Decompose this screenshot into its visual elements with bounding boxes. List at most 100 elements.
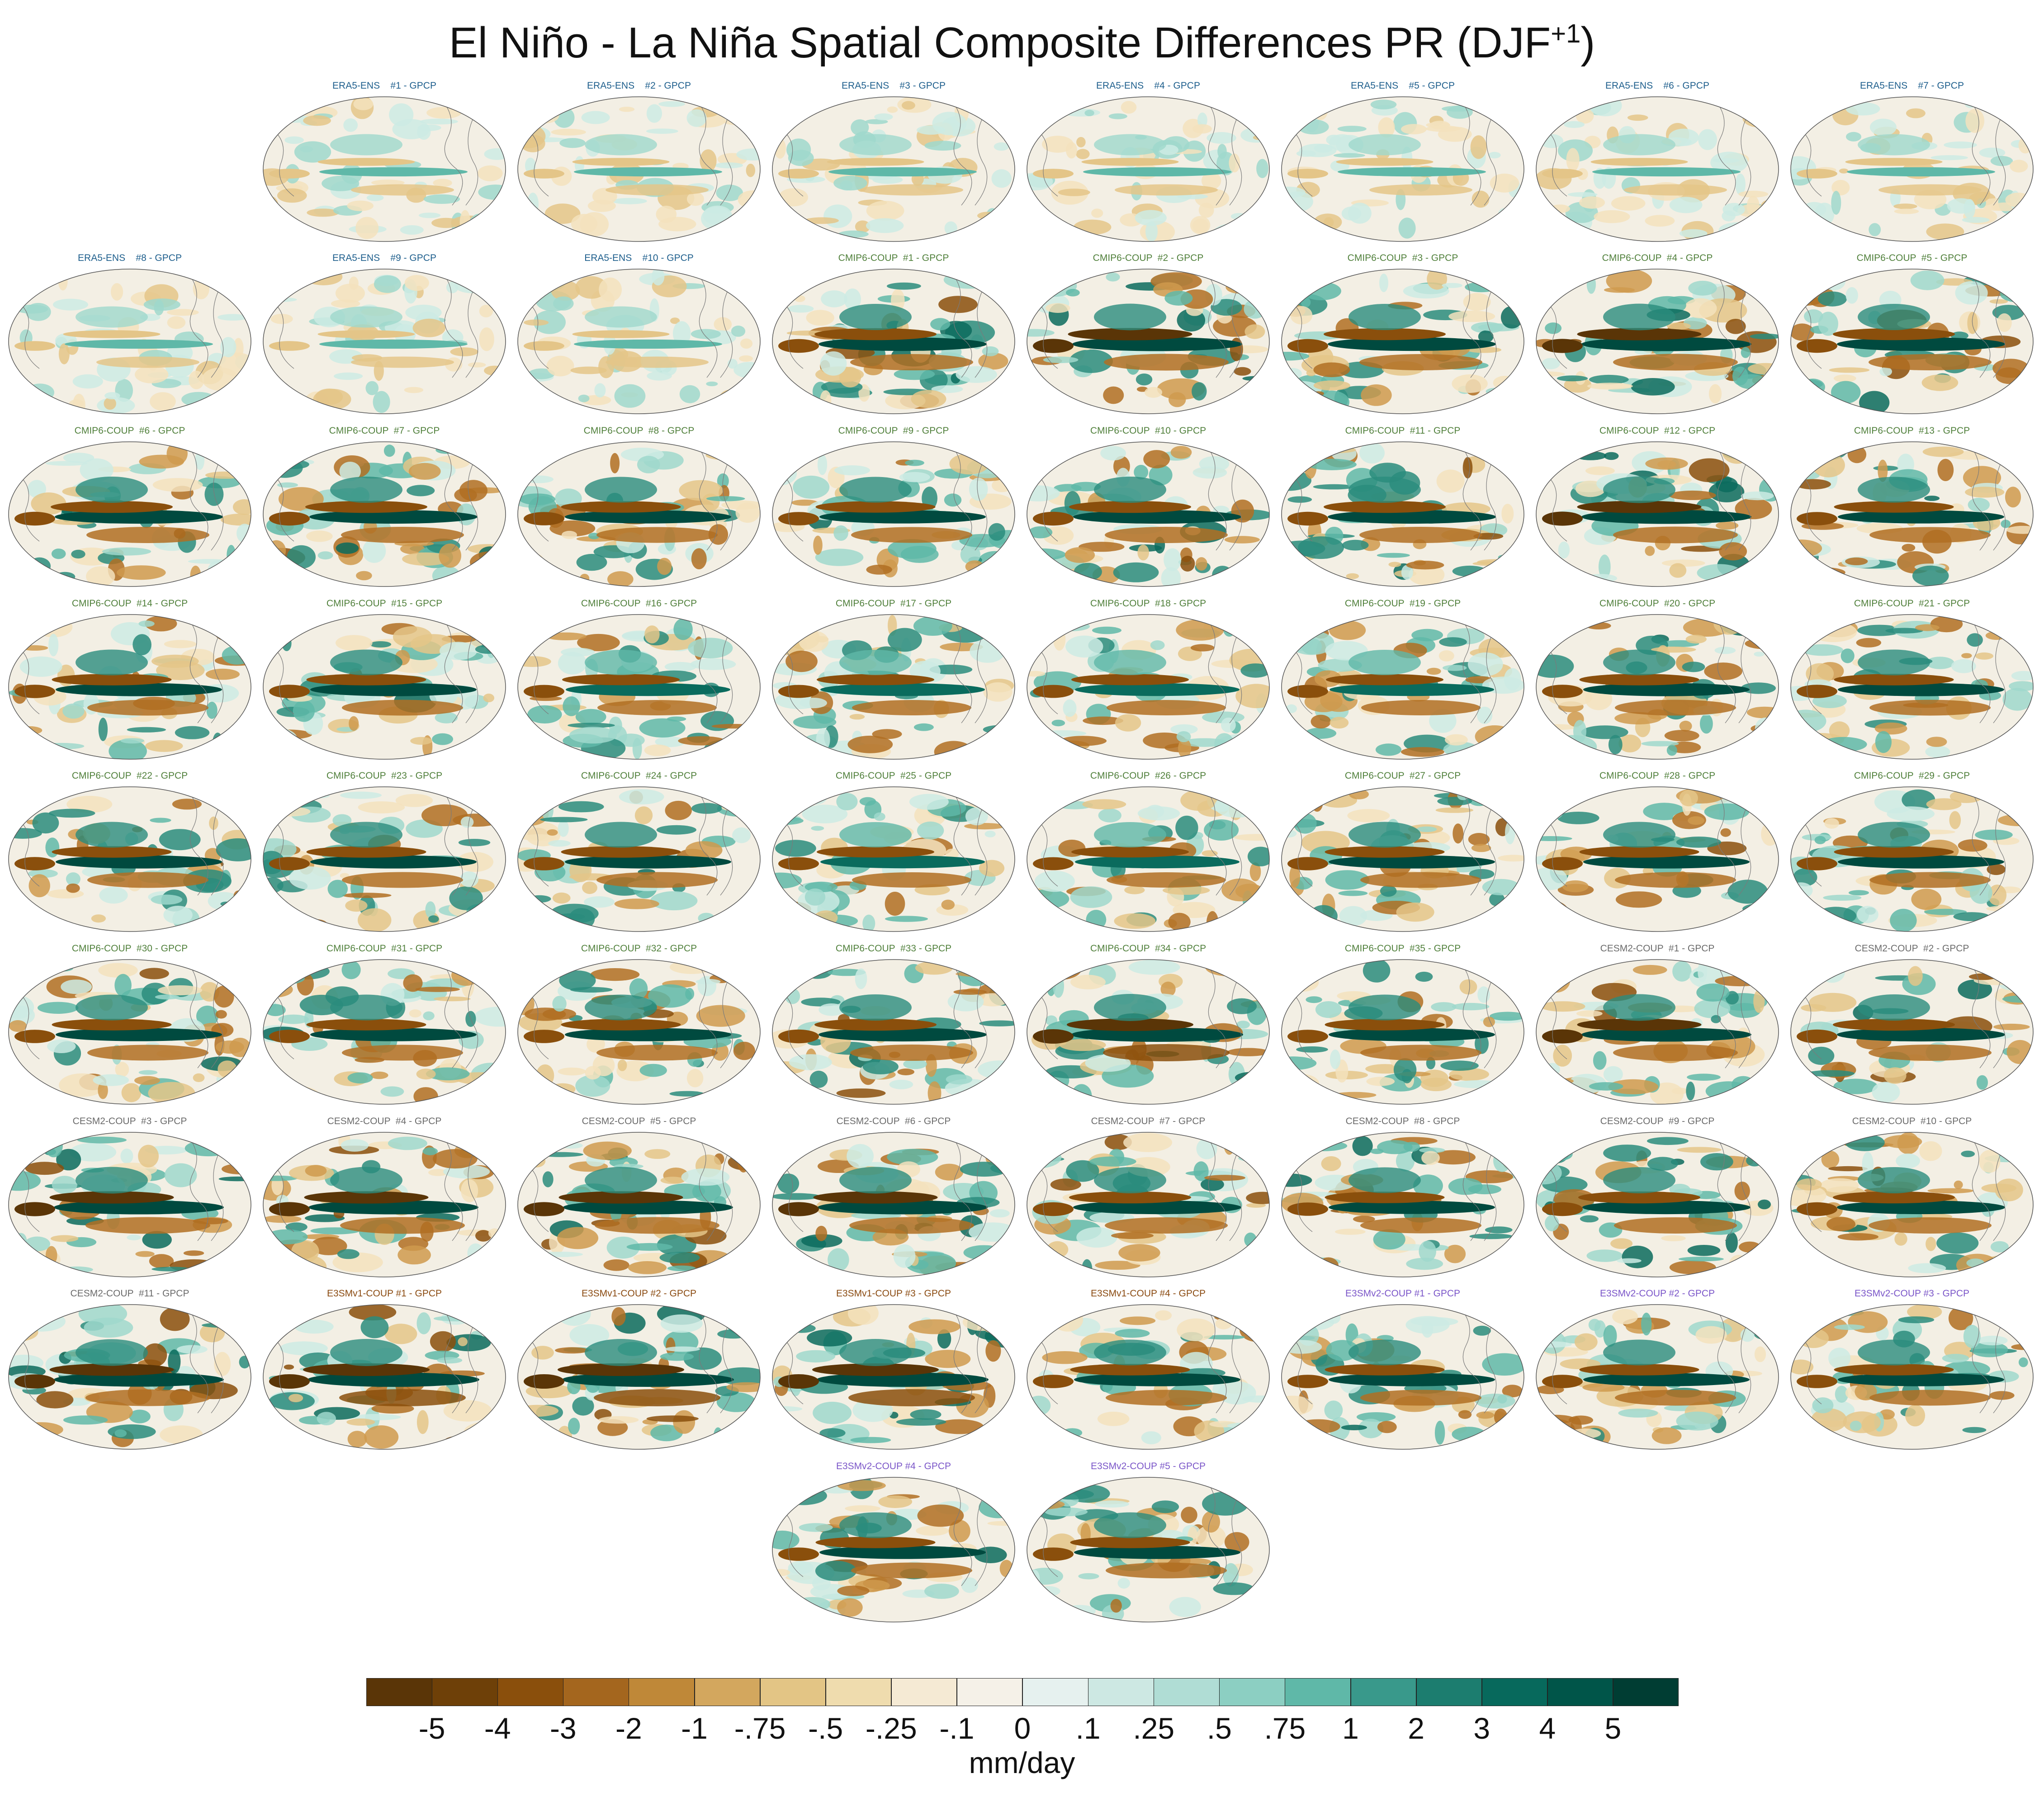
- anomaly-blob: [735, 502, 760, 523]
- north-pacific-wet: [1348, 994, 1421, 1021]
- anomaly-blob: [1828, 1310, 1842, 1319]
- anomaly-blob: [1894, 1232, 1907, 1246]
- anomaly-blob: [270, 314, 293, 324]
- panel-label: E3SMv1-COUP #2 - GPCP: [581, 1288, 697, 1299]
- anomaly-blob: [819, 1428, 846, 1438]
- anomaly-blob: [1708, 481, 1745, 502]
- pacific-dry-band: [1069, 501, 1191, 513]
- anomaly-blob: [1603, 1144, 1651, 1162]
- anomaly-blob: [993, 102, 1007, 113]
- panel-label: CMIP6-COUP #14 - GPCP: [71, 598, 188, 609]
- map-panel: CMIP6-COUP #15 - GPCP: [260, 596, 509, 762]
- maritime-dry-band: [778, 1029, 819, 1044]
- anomaly-blob: [1501, 504, 1514, 524]
- maritime-dry-band: [14, 685, 55, 698]
- colorbar-tick-label: -.25: [865, 1712, 917, 1745]
- maritime-dry-band: [269, 685, 310, 698]
- anomaly-blob: [1244, 1232, 1257, 1247]
- pacific-wet-band: [565, 1028, 731, 1041]
- anomaly-blob: [416, 1312, 431, 1334]
- map: [1027, 96, 1270, 242]
- globe-outline: [1281, 269, 1524, 414]
- anomaly-blob: [1110, 1598, 1122, 1613]
- anomaly-blob: [403, 974, 423, 992]
- anomaly-blob: [731, 730, 760, 747]
- anomaly-blob: [227, 545, 236, 565]
- anomaly-blob: [1954, 1180, 1963, 1189]
- panel-label: ERA5-ENS #1 - GPCP: [332, 80, 436, 91]
- anomaly-blob: [263, 223, 293, 241]
- anomaly-blob: [1608, 1079, 1659, 1094]
- anomaly-blob: [1728, 1003, 1761, 1018]
- anomaly-blob: [1301, 831, 1350, 854]
- anomaly-blob: [139, 968, 169, 979]
- anomaly-blob: [1604, 287, 1635, 293]
- panel-label: CMIP6-COUP #12 - GPCP: [1599, 426, 1716, 436]
- anomaly-blob: [410, 737, 432, 745]
- anomaly-blob: [931, 385, 963, 393]
- coastline: [271, 1309, 478, 1414]
- anomaly-blob: [1489, 1012, 1524, 1021]
- north-pacific-wet: [76, 649, 148, 676]
- anomaly-blob: [1475, 1394, 1515, 1409]
- globe-outline: [1027, 786, 1270, 932]
- coastline: [780, 1481, 988, 1586]
- anomaly-blob: [278, 1014, 309, 1024]
- anomaly-blob: [837, 1585, 870, 1596]
- anomaly-blob: [307, 208, 339, 217]
- anomaly-blob: [903, 1059, 927, 1069]
- coastline: [16, 1309, 224, 1414]
- pacific-dry-band: [51, 501, 173, 513]
- anomaly-blob: [1190, 644, 1215, 652]
- map-panel: CESM2-COUP #5 - GPCP: [514, 1114, 764, 1280]
- map: [1790, 441, 2034, 587]
- anomaly-blob: [575, 709, 606, 725]
- pacific-wet-band: [1073, 510, 1241, 524]
- anomaly-blob: [1282, 191, 1313, 212]
- map: [772, 1304, 1015, 1450]
- anomaly-blob: [1567, 192, 1598, 197]
- anomaly-blob: [1060, 1039, 1106, 1051]
- anomaly-blob: [584, 896, 615, 908]
- anomaly-blob: [988, 523, 1005, 541]
- spcz-dry-band: [848, 1389, 975, 1406]
- anomaly-blob: [159, 829, 201, 851]
- anomaly-blob: [1910, 270, 1945, 290]
- anomaly-blob: [202, 794, 227, 799]
- anomaly-blob: [1398, 218, 1416, 239]
- anomaly-blob: [52, 1176, 77, 1194]
- anomaly-blob: [220, 513, 251, 526]
- map-panel: CMIP6-COUP #4 - GPCP: [1533, 251, 1782, 417]
- anomaly-blob: [1330, 717, 1349, 729]
- panel-label: ERA5-ENS #10 - GPCP: [584, 253, 694, 263]
- map-panel: CMIP6-COUP #6 - GPCP: [5, 423, 255, 590]
- anomaly-blob: [519, 493, 556, 505]
- anomaly-blob: [1985, 631, 2007, 640]
- maritime-dry-band: [1033, 169, 1074, 179]
- anomaly-blob: [104, 392, 120, 400]
- anomaly-blob: [1869, 118, 1897, 136]
- anomaly-blob: [969, 478, 988, 501]
- north-pacific-wet: [585, 994, 657, 1021]
- anomaly-blob: [1431, 1002, 1457, 1012]
- anomaly-blob: [1615, 891, 1662, 908]
- anomaly-blob: [400, 544, 425, 554]
- anomaly-blob: [1810, 101, 1820, 108]
- anomaly-blob: [142, 1231, 172, 1249]
- spcz-dry-band: [1106, 1390, 1227, 1406]
- panel-label: E3SMv1-COUP #4 - GPCP: [1090, 1288, 1206, 1299]
- pacific-dry-band: [1833, 1191, 1955, 1204]
- anomaly-blob: [1537, 379, 1549, 400]
- anomaly-blob: [2012, 1077, 2033, 1096]
- anomaly-blob: [866, 564, 892, 575]
- anomaly-blob: [518, 735, 540, 755]
- anomaly-blob: [1214, 733, 1235, 756]
- anomaly-blob: [163, 906, 193, 924]
- anomaly-blob: [1812, 1397, 1834, 1414]
- anomaly-blob: [1339, 906, 1367, 926]
- spcz-dry-band: [1615, 872, 1736, 888]
- anomaly-blob: [1137, 806, 1180, 821]
- anomaly-blob: [1817, 291, 1847, 307]
- globe-outline: [772, 1304, 1015, 1450]
- anomaly-blob: [575, 1075, 610, 1097]
